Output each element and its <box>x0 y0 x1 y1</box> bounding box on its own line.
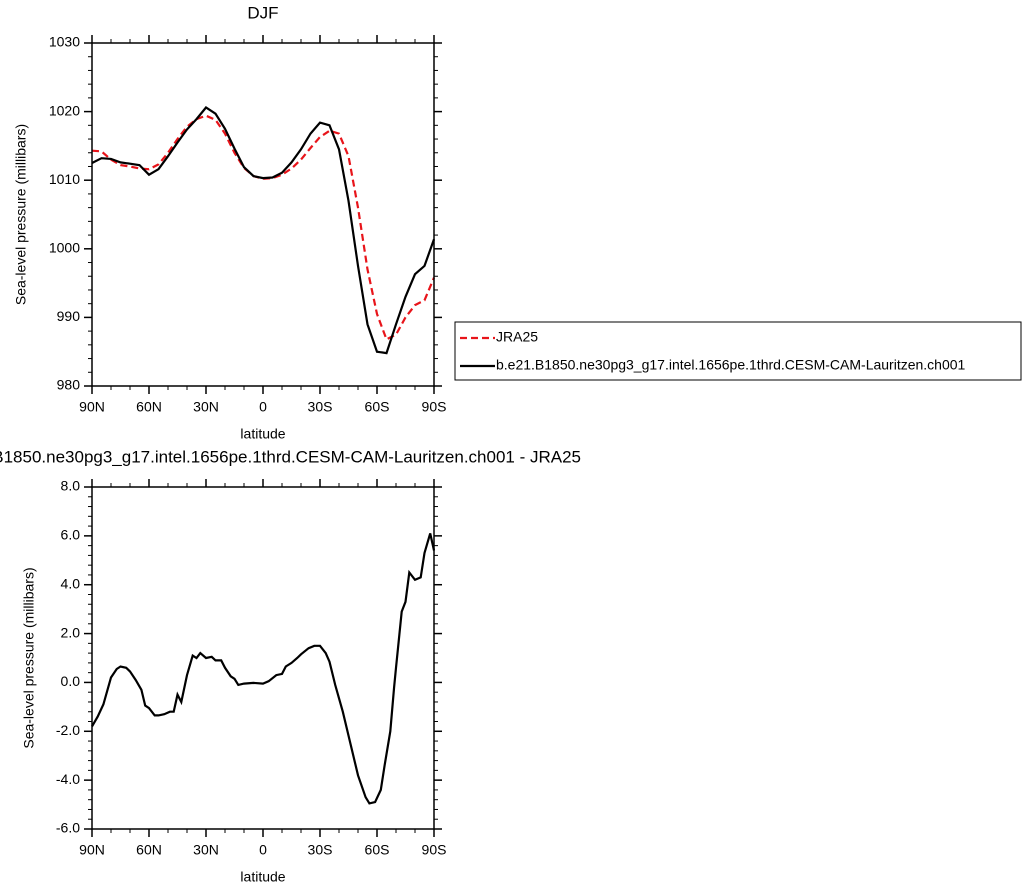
y-tick-label: 4.0 <box>61 575 81 591</box>
legend-label: JRA25 <box>496 329 538 345</box>
x-tick-label: 60N <box>136 399 162 415</box>
plot-frame <box>91 42 435 387</box>
x-tick-label: 60S <box>365 842 390 858</box>
x-tick-label: 30S <box>308 842 333 858</box>
plot-frame <box>91 486 435 830</box>
y-tick-label: 1030 <box>49 34 80 50</box>
x-tick-label: 30S <box>308 399 333 415</box>
y-tick-label: 8.0 <box>61 478 81 494</box>
y-tick-label: -2.0 <box>56 722 80 738</box>
line-series <box>91 533 436 805</box>
y-axis-label: Sea-level pressure (millibars) <box>21 567 37 748</box>
x-tick-label: 60N <box>136 842 162 858</box>
x-tick-label: 60S <box>365 399 390 415</box>
legend-box <box>454 321 1022 381</box>
x-axis-label: latitude <box>240 426 285 442</box>
x-tick-label: 0 <box>259 399 267 415</box>
x-axis-label: latitude <box>240 869 285 885</box>
x-tick-label: 90S <box>422 399 447 415</box>
x-tick-label: 30N <box>193 842 219 858</box>
y-tick-label: 980 <box>57 377 81 393</box>
y-tick-label: -6.0 <box>56 820 80 836</box>
legend-label: b.e21.B1850.ne30pg3_g17.intel.1656pe.1th… <box>496 357 966 373</box>
y-tick-label: 1010 <box>49 171 80 187</box>
x-tick-label: 90S <box>422 842 447 858</box>
y-tick-label: 2.0 <box>61 624 81 640</box>
line-series <box>91 114 436 341</box>
chart-title: b.e21.B1850.ne30pg3_g17.intel.1656pe.1th… <box>0 447 581 466</box>
y-tick-label: 1020 <box>49 102 80 118</box>
x-tick-label: 0 <box>259 842 267 858</box>
chart-title: DJF <box>247 3 278 22</box>
x-tick-label: 30N <box>193 399 219 415</box>
y-tick-label: 6.0 <box>61 527 81 543</box>
y-tick-label: 1000 <box>49 240 80 256</box>
y-tick-label: 990 <box>57 308 81 324</box>
x-tick-label: 90N <box>79 399 105 415</box>
line-series <box>91 106 436 355</box>
y-axis-label: Sea-level pressure (millibars) <box>13 124 29 305</box>
y-tick-label: 0.0 <box>61 673 81 689</box>
y-tick-label: -4.0 <box>56 771 80 787</box>
x-tick-label: 90N <box>79 842 105 858</box>
